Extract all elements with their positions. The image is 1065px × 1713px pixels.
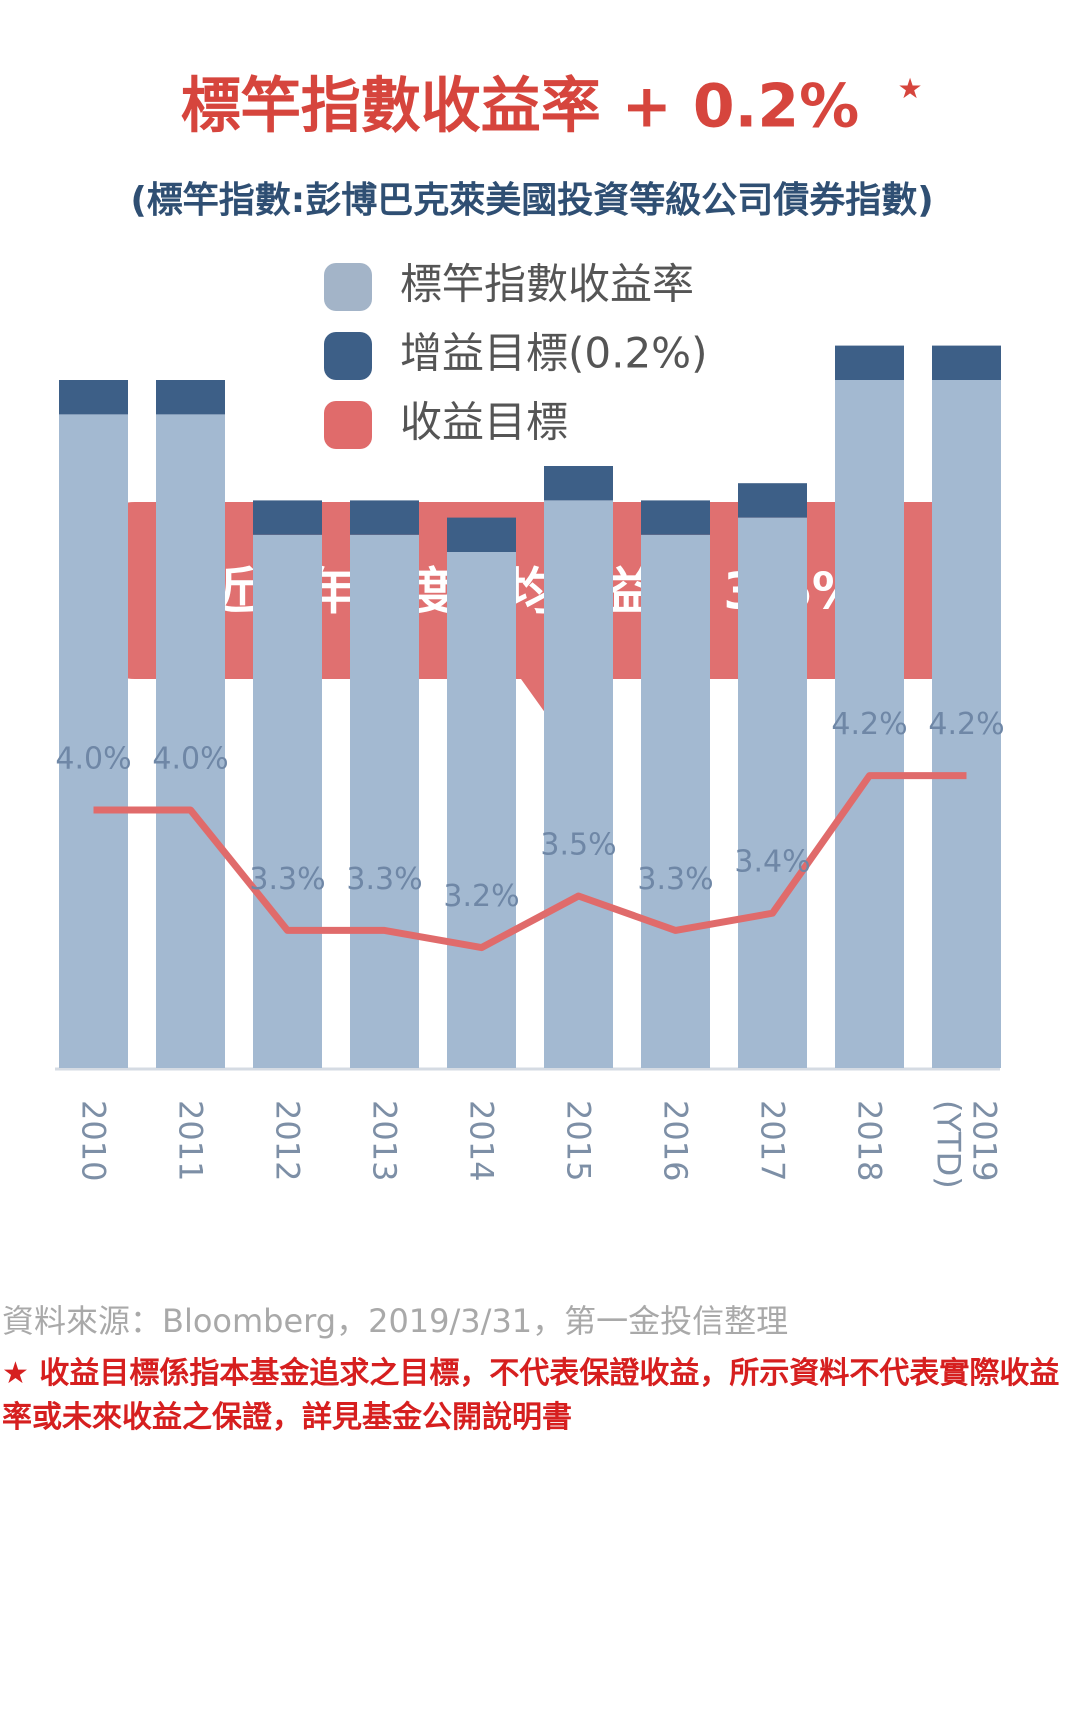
x-tick-label: 2019 (YTD) xyxy=(929,1100,1004,1189)
bar-segment xyxy=(350,500,419,535)
data-label: 4.0% xyxy=(152,742,228,777)
bar-segment xyxy=(641,500,710,535)
source: 資料來源：Bloomberg，2019/3/31，第一金投信整理 xyxy=(2,1302,789,1340)
chart-title: 標竿指數收益率 + 0.2% xyxy=(181,72,859,142)
x-tick-label: 2013 xyxy=(365,1100,404,1182)
data-label: 3.3% xyxy=(346,862,422,897)
legend-swatch xyxy=(324,332,372,380)
bar-segment xyxy=(447,552,516,1068)
bar-segment xyxy=(835,380,904,1068)
data-label: 4.2% xyxy=(831,707,907,742)
bar-segment xyxy=(544,466,613,501)
x-tick-label: 2015 xyxy=(559,1100,598,1182)
x-tick-label: 2010 xyxy=(74,1100,113,1182)
data-label: 3.2% xyxy=(443,879,519,914)
bar-segment xyxy=(253,500,322,535)
x-tick-label: 2018 xyxy=(850,1100,889,1182)
data-label: 3.4% xyxy=(734,845,810,880)
data-label: 3.3% xyxy=(249,862,325,897)
bar-segment xyxy=(59,414,128,1068)
bar-segment xyxy=(544,500,613,1068)
bar-segment xyxy=(835,345,904,380)
legend-swatch xyxy=(324,263,372,311)
bar-segment xyxy=(447,517,516,552)
bar-segment xyxy=(253,534,322,1068)
data-label: 4.2% xyxy=(928,707,1004,742)
data-label: 4.0% xyxy=(55,742,131,777)
legend-label: 標竿指數收益率 xyxy=(400,260,694,309)
bar-segment xyxy=(738,517,807,1068)
x-tick-label: 2016 xyxy=(656,1100,695,1182)
x-tick-label: 2014 xyxy=(462,1100,501,1182)
disclaimer: ★ 收益目標係指本基金追求之目標，不代表保證收益，所示資料不代表實際收益率或未來… xyxy=(2,1356,1060,1435)
x-tick-label: 2012 xyxy=(268,1100,307,1182)
line xyxy=(93,772,967,952)
bar-segment xyxy=(350,534,419,1068)
bar-segment xyxy=(932,380,1001,1068)
legend-label: 增益目標(0.2%) xyxy=(400,329,707,378)
data-label: 3.5% xyxy=(540,828,616,863)
bar-segment xyxy=(156,380,225,415)
title-mark: ★ xyxy=(897,72,922,105)
bar-segment xyxy=(641,534,710,1068)
bar-segment xyxy=(738,483,807,518)
x-tick-label: 2011 xyxy=(171,1100,210,1182)
bar-segment xyxy=(932,345,1001,380)
legend-label: 收益目標 xyxy=(400,398,568,447)
bar-segment xyxy=(59,380,128,415)
data-label: 3.3% xyxy=(637,862,713,897)
bar-segment xyxy=(156,414,225,1068)
legend-swatch xyxy=(324,401,372,449)
subtitle: (標竿指數:彭博巴克萊美國投資等級公司債券指數) xyxy=(130,180,933,221)
x-tick-label: 2017 xyxy=(753,1100,792,1182)
